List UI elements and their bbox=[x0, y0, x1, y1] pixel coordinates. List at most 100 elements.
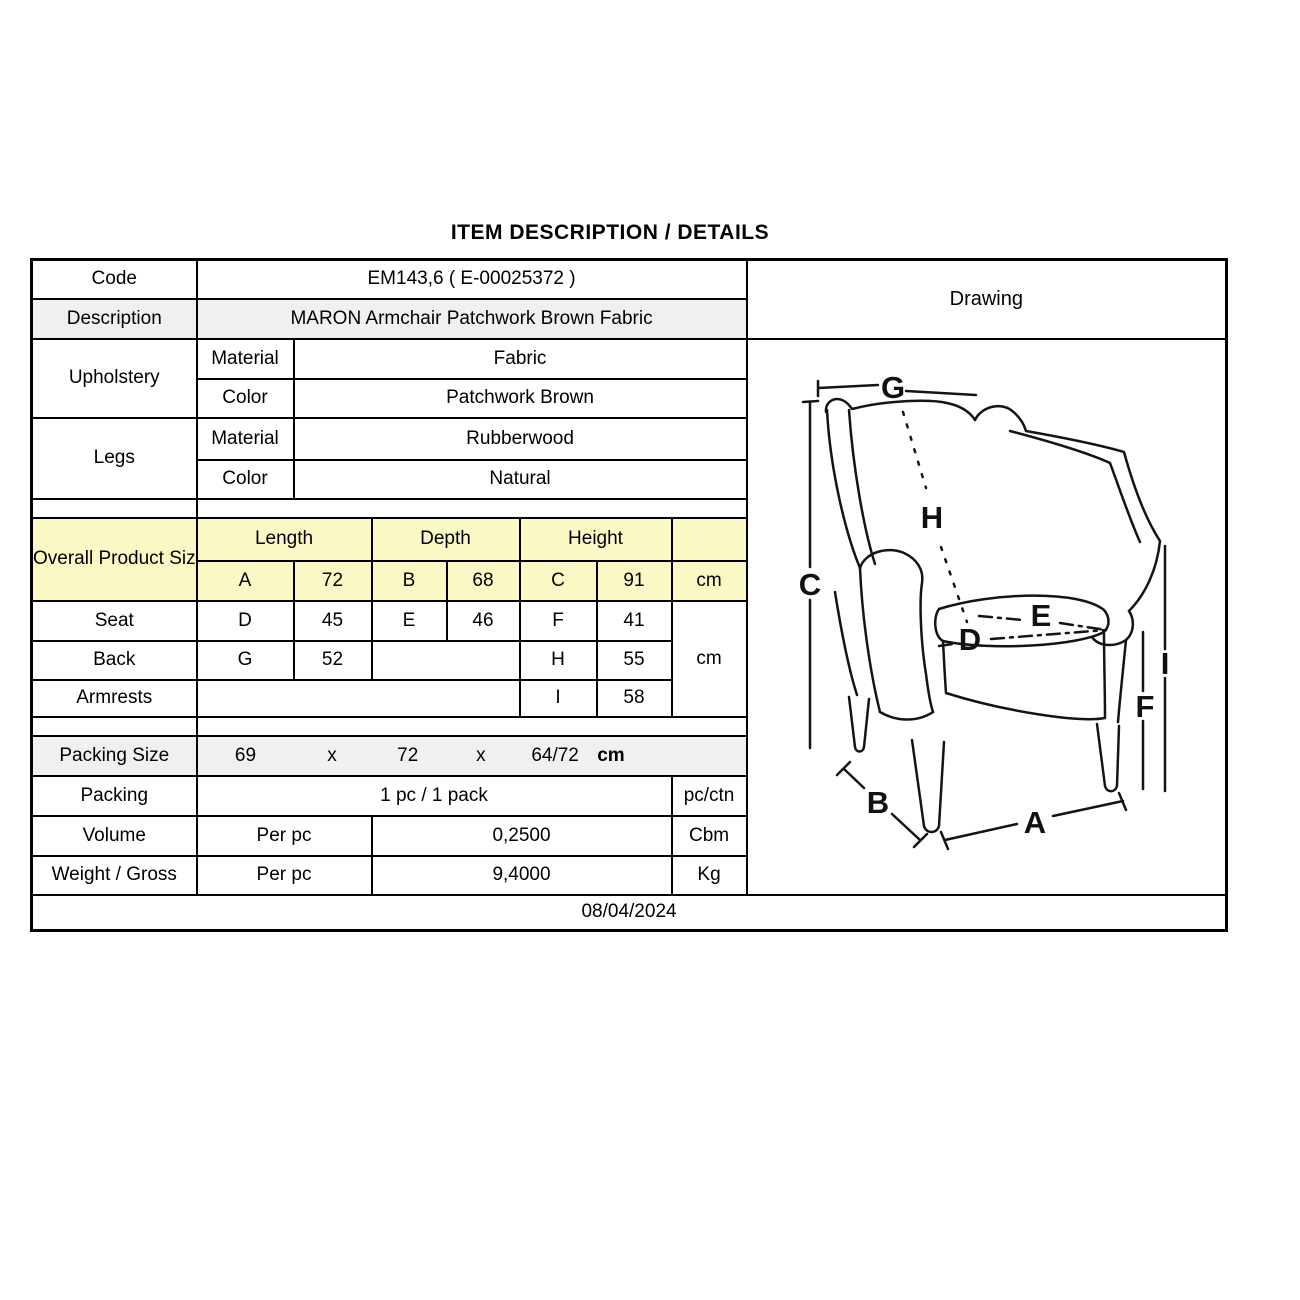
dim-line-h bbox=[902, 410, 969, 623]
overall-unit: cm bbox=[670, 559, 748, 602]
row-size-overall: A 72 B 68 C 91 cm bbox=[32, 559, 1227, 602]
dim-f-value: 41 bbox=[595, 599, 673, 642]
packing-size-label: Packing Size bbox=[30, 734, 198, 777]
chair-left-arm-back bbox=[859, 566, 882, 713]
chair-left-side bbox=[834, 590, 859, 696]
size-col-height: Height bbox=[518, 516, 673, 562]
packing-size-v2: 72 bbox=[397, 744, 419, 766]
dim-a-letter: A bbox=[195, 559, 295, 602]
row-legs-color: Color Natural bbox=[32, 458, 1227, 500]
row-size-header: Overall Product Size Length Depth Height bbox=[30, 516, 1227, 602]
dim-label-h: H bbox=[921, 500, 943, 535]
dim-g-value: 52 bbox=[292, 639, 373, 681]
spacer-cell bbox=[195, 497, 748, 519]
volume-label: Volume bbox=[30, 814, 198, 857]
date-value: 08/04/2024 bbox=[30, 893, 1228, 932]
volume-value: 0,2500 bbox=[370, 814, 673, 857]
dim-line-c bbox=[802, 399, 820, 749]
chair-left-wing-inner bbox=[848, 408, 877, 565]
dim-g-letter: G bbox=[195, 639, 295, 681]
weight-value: 9,4000 bbox=[370, 854, 673, 896]
legs-material-value: Rubberwood bbox=[292, 416, 748, 461]
dim-label-i: I bbox=[1161, 646, 1170, 681]
dim-line-e bbox=[978, 614, 1108, 631]
drawing-panel: G C H E D I F B A bbox=[745, 337, 1228, 896]
row-packing: Packing 1 pc / 1 pack pc/ctn bbox=[30, 774, 1227, 817]
row-upholstery-color: Color Patchwork Brown bbox=[32, 377, 1227, 419]
dim-c-letter: C bbox=[518, 559, 598, 602]
spacer-cell bbox=[195, 715, 748, 737]
dim-h-value: 55 bbox=[595, 639, 673, 681]
packing-size-v1: 69 bbox=[234, 744, 257, 766]
row-date: 08/04/2024 bbox=[30, 893, 1228, 932]
dim-c-value: 91 bbox=[595, 559, 673, 602]
chair-right-arm-front bbox=[1117, 638, 1128, 723]
row-weight: Weight / Gross Per pc 9,4000 Kg bbox=[30, 854, 1227, 896]
dim-line-g bbox=[817, 379, 978, 397]
legs-label: Legs bbox=[30, 416, 198, 500]
legs-material-label: Material bbox=[195, 416, 295, 461]
row-legs-material: Legs Material Rubberwood bbox=[30, 416, 1227, 500]
dim-d-letter: D bbox=[195, 599, 295, 642]
dim-label-g: G bbox=[881, 370, 905, 405]
packing-size-unit: cm bbox=[597, 744, 625, 766]
weight-per: Per pc bbox=[195, 854, 373, 896]
armrests-empty-cell bbox=[195, 678, 521, 718]
dim-line-a bbox=[940, 791, 1128, 850]
packing-size-v3: 64/72 bbox=[531, 744, 579, 766]
row-description: Description MARON Armchair Patchwork Bro… bbox=[30, 297, 1227, 340]
chair-leg-front-right bbox=[1096, 722, 1121, 792]
upholstery-color-value: Patchwork Brown bbox=[292, 377, 748, 419]
legs-color-value: Natural bbox=[292, 458, 748, 500]
upholstery-color-label: Color bbox=[195, 377, 295, 419]
dim-i-letter: I bbox=[518, 678, 598, 718]
legs-color-label: Color bbox=[195, 458, 295, 500]
volume-unit: Cbm bbox=[670, 814, 748, 857]
dim-label-f: F bbox=[1136, 689, 1155, 724]
packing-size-x1: x bbox=[327, 744, 337, 766]
dim-e-letter: E bbox=[370, 599, 448, 642]
dim-b-value: 68 bbox=[445, 559, 521, 602]
size-col-depth: Depth bbox=[370, 516, 521, 562]
upholstery-material-value: Fabric bbox=[292, 337, 748, 380]
spacer-cell bbox=[30, 497, 198, 519]
volume-per: Per pc bbox=[195, 814, 373, 857]
row-packing-size: Packing Size 69 x 72 x 64/72 cm bbox=[30, 734, 1227, 777]
chair-back-top bbox=[825, 397, 977, 421]
row-spacer-2 bbox=[30, 715, 1227, 737]
chair-left-wing bbox=[826, 408, 862, 569]
code-label: Code bbox=[30, 258, 198, 300]
packing-label: Packing bbox=[30, 774, 198, 817]
packing-unit: pc/ctn bbox=[670, 774, 748, 817]
spec-table: Code EM143,6 ( E-00025372 ) Drawing Desc… bbox=[30, 258, 1229, 932]
weight-unit: Kg bbox=[670, 854, 748, 896]
row-spacer-1 bbox=[30, 497, 1227, 519]
code-value: EM143,6 ( E-00025372 ) bbox=[195, 258, 748, 300]
dim-i-value: 58 bbox=[595, 678, 673, 718]
spacer-cell bbox=[30, 715, 198, 737]
dim-d-value: 45 bbox=[292, 599, 373, 642]
upholstery-material-label: Material bbox=[195, 337, 295, 380]
chair-right-wing-inner bbox=[1009, 429, 1142, 543]
row-seat: Seat D 45 E 46 F 41 cm bbox=[30, 599, 1227, 718]
row-volume: Volume Per pc 0,2500 Cbm bbox=[30, 814, 1227, 857]
drawing-header: Drawing bbox=[745, 258, 1228, 340]
packing-size-value: 69 x 72 x 64/72 cm bbox=[195, 734, 748, 777]
dim-f-letter: F bbox=[518, 599, 598, 642]
seat-back-armrest-unit: cm bbox=[670, 599, 748, 718]
seat-label: Seat bbox=[30, 599, 198, 642]
dim-label-d: D bbox=[959, 622, 981, 657]
back-empty-cell bbox=[370, 639, 521, 681]
chair-leg-back-left bbox=[848, 695, 871, 753]
page-title: ITEM DESCRIPTION / DETAILS bbox=[450, 221, 770, 244]
upholstery-label: Upholstery bbox=[30, 337, 198, 419]
chair-leg-front-left bbox=[911, 738, 946, 833]
overall-size-label: Overall Product Size bbox=[30, 516, 198, 602]
armchair-drawing: G C H E D I F B A bbox=[799, 370, 1170, 850]
description-label: Description bbox=[30, 297, 198, 340]
description-value: MARON Armchair Patchwork Brown Fabric bbox=[195, 297, 748, 340]
chair-seat-apron bbox=[942, 630, 1107, 720]
chair-left-arm-bottom bbox=[879, 710, 935, 721]
packing-value: 1 pc / 1 pack bbox=[195, 774, 673, 817]
